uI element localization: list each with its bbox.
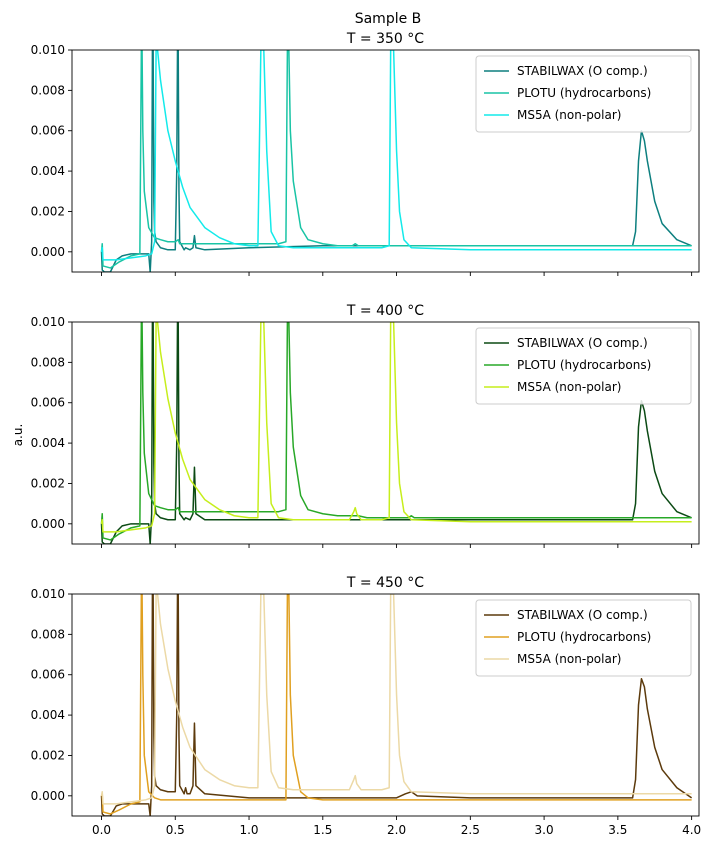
panel-title: T = 400 °C [346, 303, 424, 319]
y-tick-label: 0.004 [31, 436, 65, 450]
x-tick-label: 2.5 [461, 823, 480, 837]
legend-entry: PLOTU (hydrocarbons) [517, 86, 651, 100]
legend-entry: PLOTU (hydrocarbons) [517, 358, 651, 372]
panel-title: T = 450 °C [346, 575, 424, 591]
x-tick-label: 3.0 [535, 823, 554, 837]
x-tick-label: 1.5 [313, 823, 332, 837]
y-tick-label: 0.004 [31, 708, 65, 722]
legend-entry: MS5A (non-polar) [517, 652, 621, 666]
panel-title: T = 350 °C [346, 31, 424, 47]
series-group [100, 50, 692, 272]
series-line-2 [100, 594, 692, 815]
legend-box [475, 599, 692, 677]
series-line-1 [100, 322, 692, 544]
y-tick-label: 0.000 [31, 245, 65, 259]
y-axis-label: a.u. [11, 424, 25, 447]
panel-1: 0.000 0.002 0.004 0.006 0.008 0.010 T = 350 °C… [31, 31, 700, 276]
y-tick-label: 0.000 [31, 517, 65, 531]
legend-entry: STABILWAX (O comp.) [517, 336, 648, 350]
series-line-2 [100, 322, 692, 541]
y-tick-label: 0.006 [31, 396, 65, 410]
legend-entry: STABILWAX (O comp.) [517, 608, 648, 622]
y-tick-label: 0.006 [31, 124, 65, 138]
legend-entry: PLOTU (hydrocarbons) [517, 630, 651, 644]
legend-entry: MS5A (non-polar) [517, 108, 621, 122]
x-tick-label: 0.5 [166, 823, 185, 837]
legend-entry: STABILWAX (O comp.) [517, 64, 648, 78]
y-tick-label: 0.000 [31, 789, 65, 803]
y-tick-label: 0.006 [31, 668, 65, 682]
panel-3: 0.000 0.002 0.004 0.006 0.008 0.010 0.0 0.5 1.0 1… [31, 575, 702, 837]
series-group [100, 594, 693, 816]
series-group [100, 322, 692, 544]
y-tick-label: 0.010 [31, 587, 65, 601]
series-line-2 [100, 50, 692, 269]
legend: STABILWAX (O comp.) PLOTU (hydrocarbons) M… [475, 599, 692, 677]
y-tick-label: 0.002 [31, 748, 65, 762]
y-tick-label: 0.008 [31, 627, 65, 641]
series-line-1 [100, 50, 692, 272]
legend-entry: MS5A (non-polar) [517, 380, 621, 394]
y-tick-label: 0.002 [31, 476, 65, 490]
panel-2: 0.000 0.002 0.004 0.006 0.008 0.010 T = 400 °C… [31, 303, 700, 548]
axes-frame [71, 321, 700, 545]
series-line-3 [100, 594, 692, 805]
series-line-1 [100, 594, 693, 816]
x-tick-label: 1.0 [239, 823, 258, 837]
x-tick-label: 0.0 [92, 823, 111, 837]
legend: STABILWAX (O comp.) PLOTU (hydrocarbons) M… [475, 55, 692, 133]
legend: STABILWAX (O comp.) PLOTU (hydrocarbons) M… [475, 327, 692, 405]
x-tick-label: 4.0 [682, 823, 701, 837]
y-tick-label: 0.008 [31, 355, 65, 369]
y-tick-label: 0.004 [31, 164, 65, 178]
x-tick-label: 2.0 [387, 823, 406, 837]
x-tick-label: 3.5 [608, 823, 627, 837]
y-tick-label: 0.002 [31, 204, 65, 218]
series-line-3 [100, 50, 692, 261]
y-tick-label: 0.010 [31, 315, 65, 329]
axes-frame [71, 593, 700, 817]
series-line-3 [100, 322, 692, 533]
figure-suptitle: Sample B [355, 11, 422, 27]
y-tick-label: 0.008 [31, 83, 65, 97]
legend-box [475, 327, 692, 405]
legend-box [475, 55, 692, 133]
y-tick-label: 0.010 [31, 43, 65, 57]
axes-frame [71, 49, 700, 273]
